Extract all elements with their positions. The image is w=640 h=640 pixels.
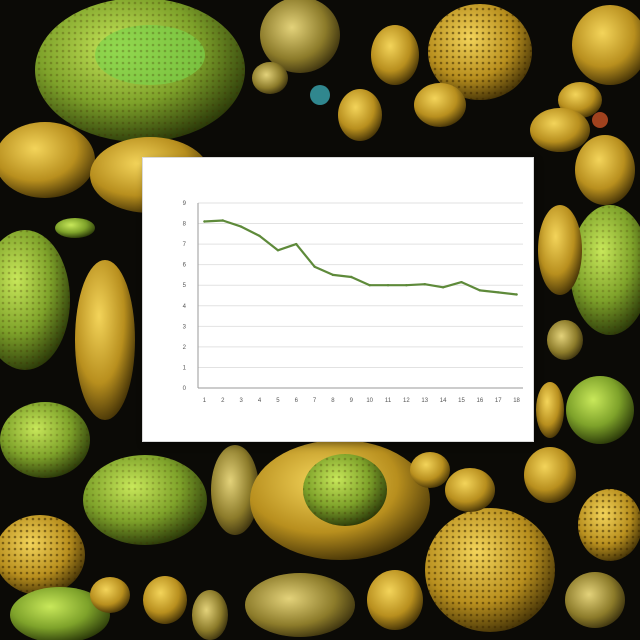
y-tick-label: 9: [183, 201, 187, 207]
y-tick-label: 8: [183, 222, 187, 228]
x-tick-label: 14: [440, 398, 447, 404]
gridlines: [198, 202, 523, 389]
y-tick-label: 6: [183, 263, 187, 269]
data-point: [497, 291, 500, 294]
x-tick-label: 17: [495, 398, 502, 404]
x-tick-label: 4: [258, 398, 262, 404]
x-tick-label: 12: [403, 398, 410, 404]
data-point: [405, 284, 408, 287]
x-tick-label: 10: [366, 398, 373, 404]
x-tick-label: 9: [350, 398, 354, 404]
x-tick-label: 8: [331, 398, 335, 404]
data-point: [331, 273, 335, 277]
data-point: [515, 293, 518, 296]
series-line: [203, 219, 518, 296]
x-tick-labels: 1 2 3 4 5 6 7 8 9 10 11 12 13 14 15 16 17 18: [203, 398, 521, 404]
y-tick-label: 5: [183, 283, 187, 289]
y-tick-label: 4: [183, 304, 187, 310]
y-tick-label: 1: [183, 365, 187, 371]
x-tick-label: 5: [276, 398, 280, 404]
y-tick-label: 3: [183, 324, 187, 330]
data-point: [386, 284, 390, 287]
data-point: [368, 284, 371, 287]
data-point: [350, 275, 353, 279]
data-point: [221, 219, 224, 222]
series-lines: [203, 219, 518, 296]
data-point: [423, 282, 426, 286]
data-point: [276, 249, 280, 252]
data-point: [203, 220, 206, 223]
x-tick-label: 7: [313, 398, 317, 404]
y-tick-label: 7: [183, 242, 187, 248]
y-tick-labels: 0 1 2 3 4 5 6 7 8 9: [183, 201, 187, 392]
x-tick-label: 1: [203, 398, 207, 404]
data-point: [313, 265, 316, 268]
axes: [197, 203, 523, 389]
x-tick-label: 16: [477, 398, 484, 404]
x-tick-label: 2: [221, 398, 225, 404]
x-tick-label: 15: [458, 398, 465, 404]
x-tick-label: 3: [239, 398, 243, 404]
x-tick-label: 18: [513, 398, 520, 404]
data-point: [478, 289, 482, 292]
y-tick-label: 2: [183, 345, 187, 351]
data-point: [441, 286, 445, 289]
x-tick-label: 13: [421, 398, 428, 404]
x-tick-label: 11: [385, 398, 392, 404]
data-point: [258, 234, 261, 238]
x-tick-label: 6: [295, 398, 299, 404]
y-tick-label: 0: [183, 386, 187, 392]
data-point: [239, 225, 243, 228]
data-point: [460, 280, 463, 284]
data-point: [295, 242, 298, 246]
